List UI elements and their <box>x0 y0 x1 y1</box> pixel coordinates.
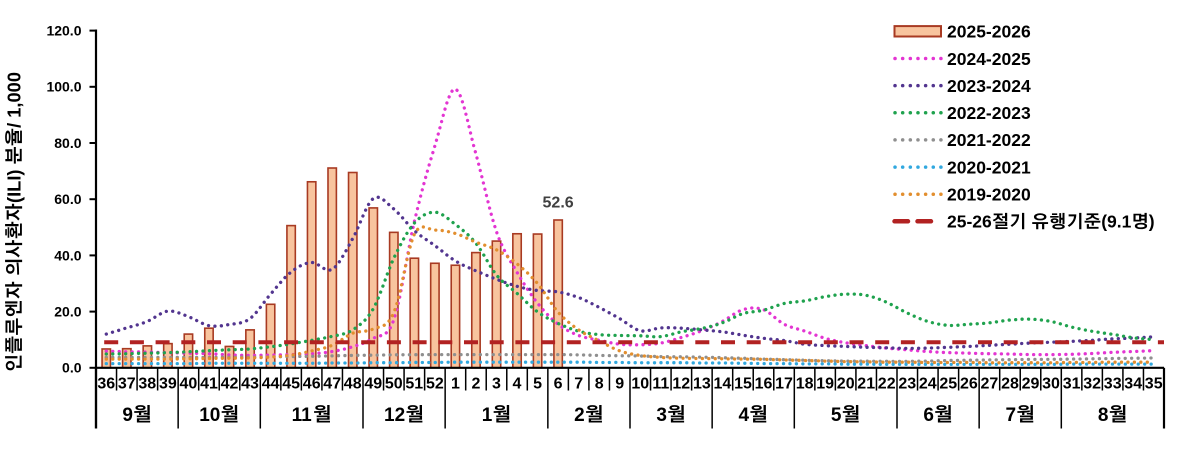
svg-text:26: 26 <box>960 375 978 392</box>
svg-text:13: 13 <box>693 375 711 392</box>
svg-text:52: 52 <box>426 375 444 392</box>
svg-text:11: 11 <box>292 405 313 426</box>
svg-text:18: 18 <box>796 375 814 392</box>
svg-text:41: 41 <box>200 375 218 392</box>
svg-text:/ 1,000: / 1,000 <box>4 72 25 128</box>
svg-text:): ) <box>1149 212 1155 232</box>
svg-text:25: 25 <box>939 375 957 392</box>
svg-text:3: 3 <box>656 405 667 426</box>
svg-text:12: 12 <box>384 405 405 426</box>
svg-text:19: 19 <box>816 375 834 392</box>
svg-text:11: 11 <box>652 375 669 392</box>
svg-text:2020-2021: 2020-2021 <box>947 157 1031 177</box>
svg-text:31: 31 <box>1063 375 1081 392</box>
svg-text:20.0: 20.0 <box>54 304 81 320</box>
svg-text:16: 16 <box>755 375 773 392</box>
svg-text:40: 40 <box>180 375 198 392</box>
svg-text:10: 10 <box>631 375 649 392</box>
svg-text:40.0: 40.0 <box>54 247 81 263</box>
svg-text:1: 1 <box>482 405 493 426</box>
svg-text:14: 14 <box>714 375 732 392</box>
svg-text:52.6: 52.6 <box>543 195 574 212</box>
svg-text:24: 24 <box>919 375 937 392</box>
svg-text:42: 42 <box>221 375 239 392</box>
svg-text:6: 6 <box>923 405 934 426</box>
svg-text:20: 20 <box>837 375 855 392</box>
svg-text:8: 8 <box>1098 405 1109 426</box>
svg-text:49: 49 <box>364 375 382 392</box>
svg-text:(ILI): (ILI) <box>4 169 25 203</box>
svg-text:7: 7 <box>574 375 583 392</box>
svg-text:36: 36 <box>97 375 115 392</box>
svg-text:2025-2026: 2025-2026 <box>947 22 1031 42</box>
svg-text:45: 45 <box>282 375 300 392</box>
svg-text:2021-2022: 2021-2022 <box>947 130 1031 150</box>
svg-text:50: 50 <box>385 375 403 392</box>
svg-text:25-26: 25-26 <box>947 212 992 232</box>
svg-text:46: 46 <box>303 375 321 392</box>
svg-text:2022-2023: 2022-2023 <box>947 103 1031 123</box>
svg-text:2019-2020: 2019-2020 <box>947 185 1031 205</box>
svg-text:100.0: 100.0 <box>46 79 81 95</box>
svg-text:6: 6 <box>554 375 563 392</box>
svg-text:29: 29 <box>1022 375 1040 392</box>
svg-text:(9.1: (9.1 <box>1101 212 1131 232</box>
svg-text:0.0: 0.0 <box>62 360 82 376</box>
svg-text:17: 17 <box>775 375 793 392</box>
svg-text:4: 4 <box>513 375 522 392</box>
svg-text:5: 5 <box>831 405 842 426</box>
svg-text:34: 34 <box>1124 375 1142 392</box>
svg-text:5: 5 <box>533 375 542 392</box>
svg-text:8: 8 <box>595 375 604 392</box>
svg-text:7: 7 <box>1005 405 1016 426</box>
svg-text:44: 44 <box>262 375 280 392</box>
svg-text:2: 2 <box>574 405 585 426</box>
svg-text:2024-2025: 2024-2025 <box>947 49 1031 69</box>
svg-text:38: 38 <box>138 375 156 392</box>
svg-text:2: 2 <box>472 375 481 392</box>
svg-text:47: 47 <box>323 375 341 392</box>
svg-text:32: 32 <box>1083 375 1101 392</box>
svg-text:21: 21 <box>857 375 875 392</box>
svg-text:22: 22 <box>878 375 896 392</box>
svg-text:27: 27 <box>981 375 999 392</box>
svg-text:33: 33 <box>1104 375 1122 392</box>
svg-text:1: 1 <box>451 375 460 392</box>
svg-text:39: 39 <box>159 375 177 392</box>
svg-text:9: 9 <box>615 375 624 392</box>
svg-text:4: 4 <box>738 405 749 426</box>
svg-text:9: 9 <box>122 405 133 426</box>
svg-text:43: 43 <box>241 375 259 392</box>
svg-text:30: 30 <box>1042 375 1060 392</box>
svg-text:28: 28 <box>1001 375 1019 392</box>
svg-text:12: 12 <box>672 375 690 392</box>
svg-text:35: 35 <box>1145 375 1163 392</box>
svg-text:2023-2024: 2023-2024 <box>947 76 1031 96</box>
svg-text:60.0: 60.0 <box>54 191 81 207</box>
svg-text:51: 51 <box>405 375 423 392</box>
svg-text:15: 15 <box>734 375 752 392</box>
svg-text:120.0: 120.0 <box>46 23 81 39</box>
svg-text:3: 3 <box>492 375 501 392</box>
svg-text:80.0: 80.0 <box>54 135 81 151</box>
svg-text:10: 10 <box>199 405 220 426</box>
svg-text:37: 37 <box>118 375 136 392</box>
svg-text:23: 23 <box>898 375 916 392</box>
svg-text:48: 48 <box>344 375 362 392</box>
